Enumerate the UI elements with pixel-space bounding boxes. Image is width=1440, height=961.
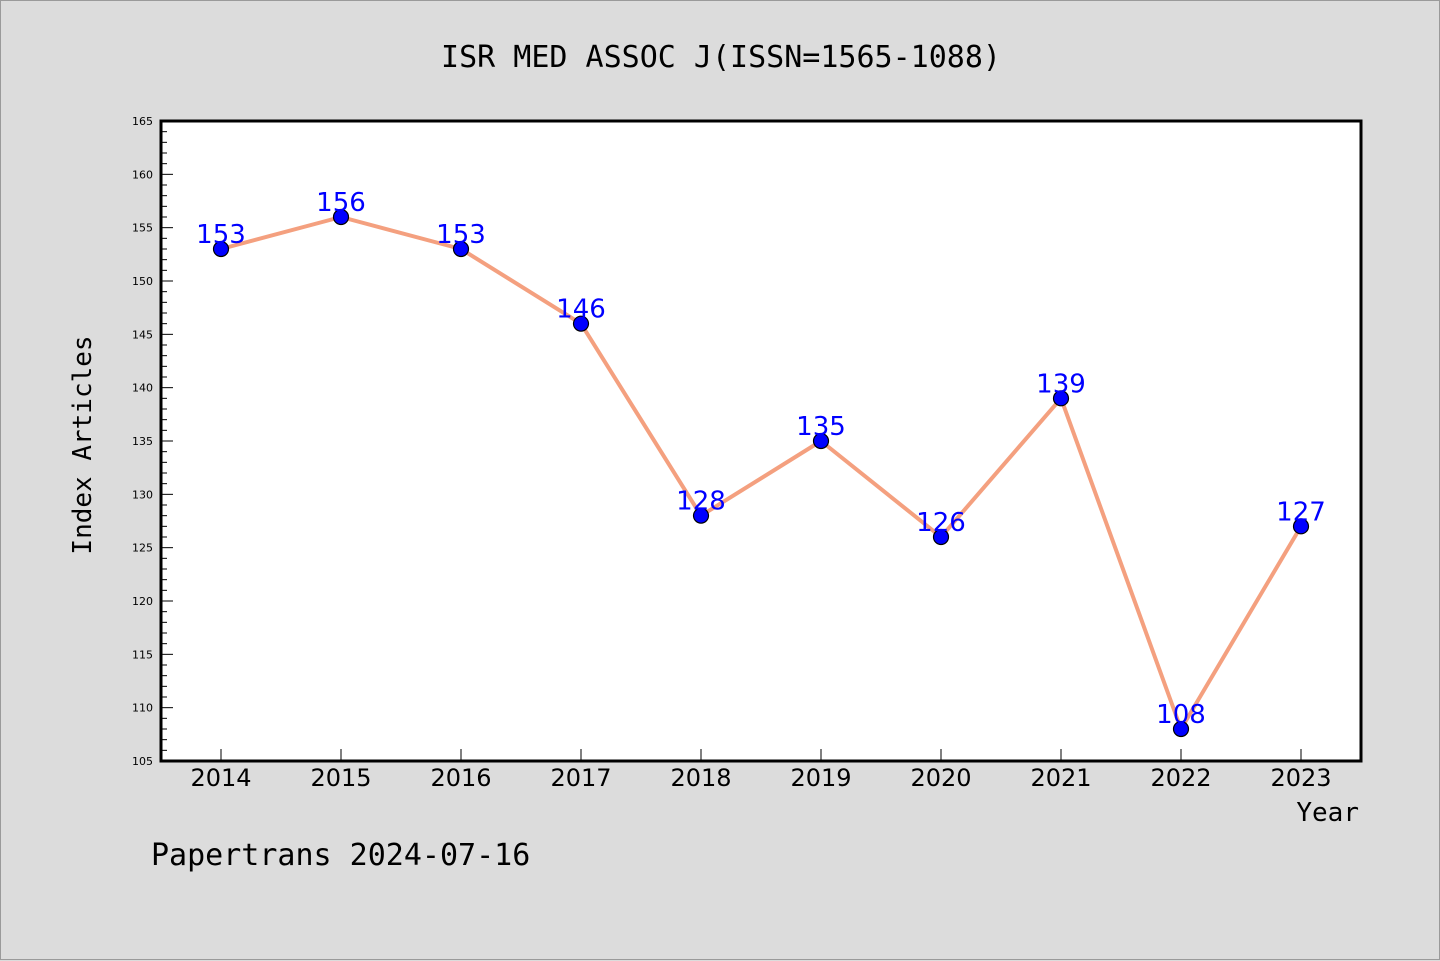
plot-area: [161, 121, 1361, 761]
y-tick-label: 160: [132, 168, 153, 181]
data-label: 127: [1276, 497, 1326, 527]
y-tick-label: 140: [132, 382, 153, 395]
data-point: [932, 528, 950, 546]
y-tick-label: 125: [132, 542, 153, 555]
data-label: 108: [1156, 700, 1206, 730]
data-point: [692, 507, 710, 524]
y-tick-label: 130: [132, 488, 153, 501]
data-point: [572, 315, 590, 332]
x-axis-ticks: 2014 2015 2016 2017 2018 2019 2020 2021 2022 2023: [190, 749, 1332, 792]
y-tick-label: 105: [132, 755, 153, 768]
data-point: [332, 208, 350, 226]
x-tick-label: 2018: [670, 764, 731, 792]
x-tick-label: 2014: [190, 764, 251, 792]
data-labels: 153 156 153 146 128 135 126 139 108 127: [196, 188, 1326, 730]
data-label: 146: [556, 295, 606, 325]
data-label: 128: [676, 487, 726, 517]
data-point: [1292, 518, 1310, 535]
data-label: 139: [1036, 369, 1086, 399]
data-point: [452, 240, 470, 258]
x-tick-label: 2020: [910, 764, 971, 792]
y-tick-label: 135: [132, 435, 153, 448]
x-tick-label: 2021: [1030, 764, 1091, 792]
x-tick-label: 2016: [430, 764, 491, 792]
x-tick-label: 2015: [310, 764, 371, 792]
y-tick-label: 165: [132, 115, 153, 128]
y-tick-label: 145: [132, 328, 153, 341]
data-label: 153: [436, 220, 486, 250]
y-tick-label: 155: [132, 222, 153, 235]
footer-stamp: Papertrans 2024-07-16: [151, 838, 530, 873]
x-tick-label: 2019: [790, 764, 851, 792]
y-tick-label: 120: [132, 595, 153, 608]
data-point: [1172, 720, 1190, 738]
series-line: [220, 215, 1303, 731]
x-tick-label: 2023: [1270, 764, 1331, 792]
y-tick-label: 110: [132, 702, 153, 715]
data-point: [1052, 390, 1070, 407]
plot-frame: [159, 119, 1363, 763]
y-axis-label: Index Articles: [68, 335, 98, 554]
y-tick-label: 150: [132, 275, 153, 288]
x-tick-label: 2022: [1150, 764, 1211, 792]
x-axis-label: Year: [1296, 798, 1359, 828]
y-tick-label: 115: [132, 648, 153, 661]
y-axis-ticks: 105 110 115 120 125 130 135 140 145 150 155 160 165: [132, 115, 173, 768]
data-point: [212, 240, 230, 258]
data-label: 135: [796, 412, 846, 442]
chart-title: ISR MED ASSOC J(ISSN=1565-1088): [441, 40, 1001, 75]
data-markers: [212, 208, 1310, 738]
data-label: 156: [316, 188, 366, 218]
data-label: 126: [916, 508, 966, 538]
data-point: [812, 432, 830, 450]
data-label: 153: [196, 220, 246, 250]
x-tick-label: 2017: [550, 764, 611, 792]
